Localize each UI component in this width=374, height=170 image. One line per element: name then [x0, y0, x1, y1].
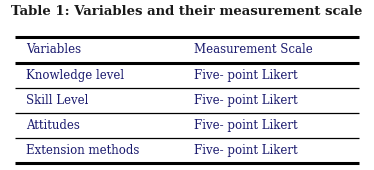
Text: Knowledge level: Knowledge level [26, 69, 124, 82]
Text: Five- point Likert: Five- point Likert [194, 94, 298, 107]
Text: Extension methods: Extension methods [26, 144, 140, 157]
Text: Five- point Likert: Five- point Likert [194, 144, 298, 157]
Text: Variables: Variables [26, 44, 81, 56]
Text: Skill Level: Skill Level [26, 94, 89, 107]
Text: Attitudes: Attitudes [26, 119, 80, 132]
Text: Five- point Likert: Five- point Likert [194, 119, 298, 132]
Text: Measurement Scale: Measurement Scale [194, 44, 313, 56]
Text: Table 1: Variables and their measurement scale: Table 1: Variables and their measurement… [11, 5, 363, 18]
Text: Five- point Likert: Five- point Likert [194, 69, 298, 82]
